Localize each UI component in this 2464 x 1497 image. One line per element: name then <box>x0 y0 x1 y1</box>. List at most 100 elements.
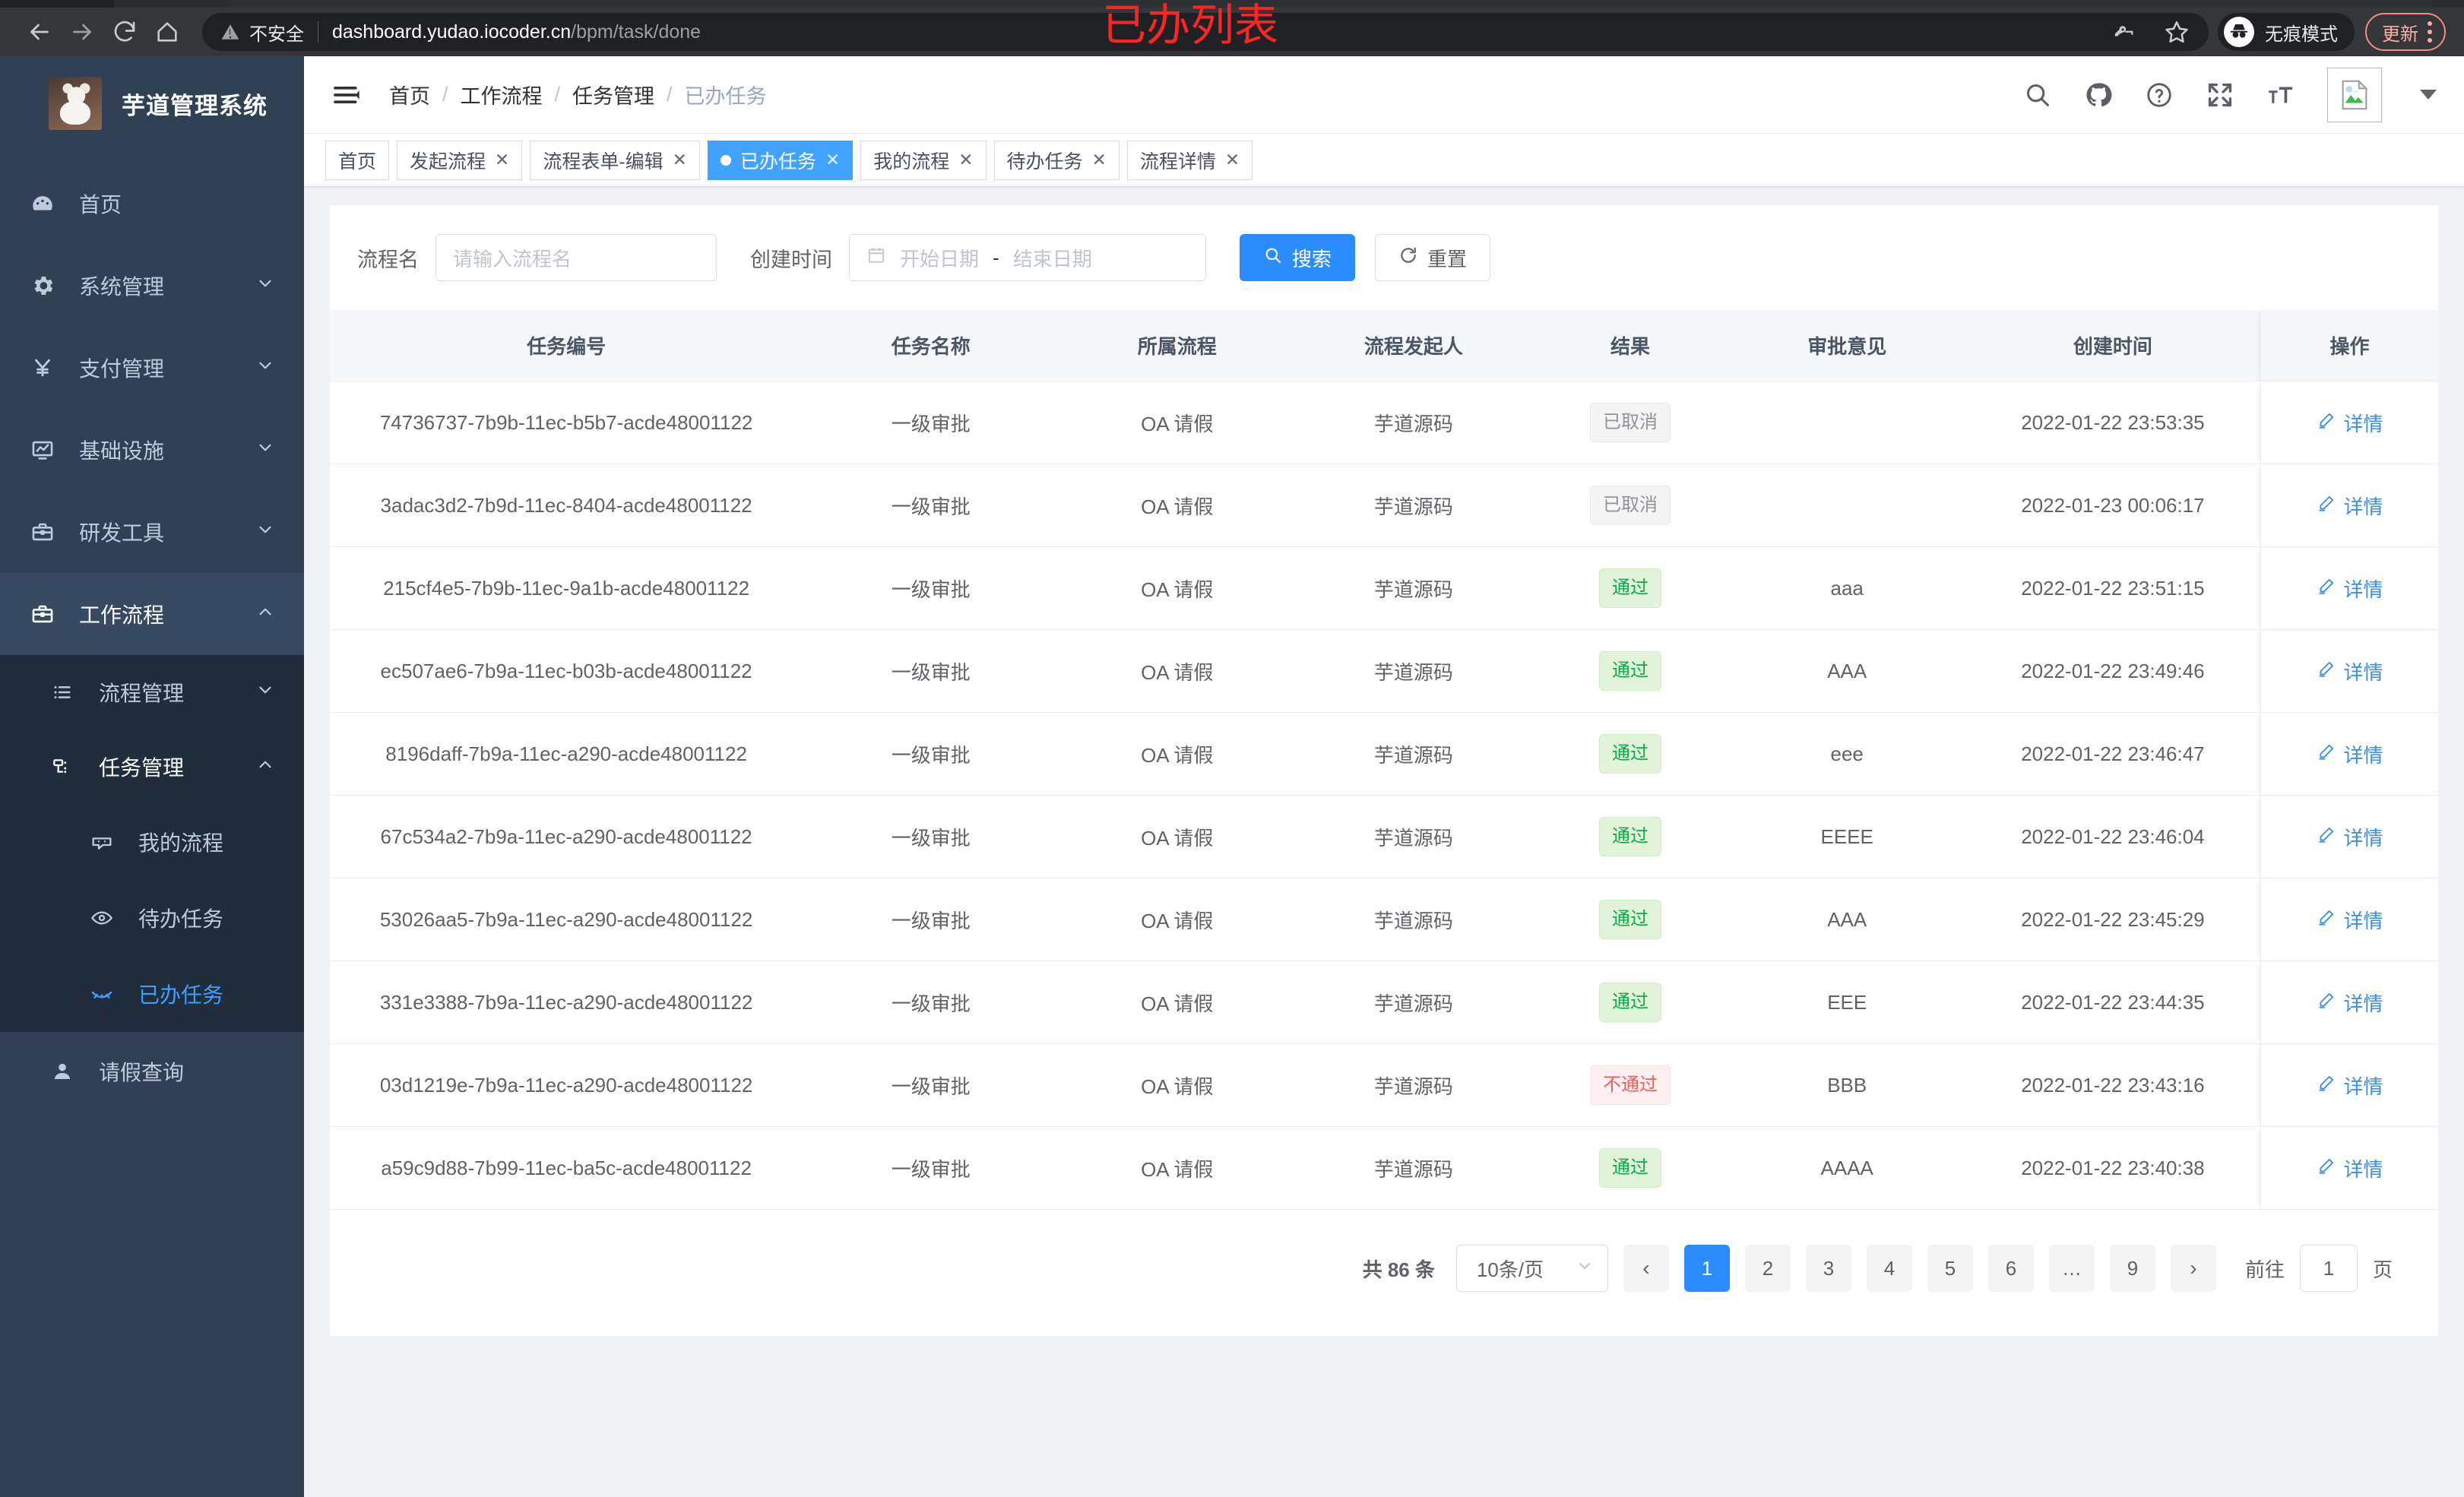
close-icon[interactable]: ✕ <box>1224 150 1240 169</box>
sidebar-item-payment[interactable]: 支付管理 <box>0 327 304 409</box>
detail-link[interactable]: 详情 <box>2317 409 2383 437</box>
detail-link[interactable]: 详情 <box>2317 823 2383 851</box>
detail-link-label: 详情 <box>2343 660 2383 684</box>
cell-task-name: 一级审批 <box>803 878 1059 961</box>
breadcrumb-item-1[interactable]: 首页 <box>389 85 430 108</box>
key-icon[interactable] <box>2111 19 2137 45</box>
search-icon[interactable] <box>2023 81 2052 109</box>
detail-link[interactable]: 详情 <box>2317 492 2383 520</box>
cell-opinion: AAA <box>1728 878 1965 961</box>
chevron-down-icon[interactable] <box>2420 90 2437 100</box>
sidebar-item-task-management[interactable]: 任务管理 <box>0 730 304 804</box>
detail-link[interactable]: 详情 <box>2317 1154 2383 1182</box>
sidebar-item-home[interactable]: 首页 <box>0 163 304 245</box>
update-button[interactable]: 更新 <box>2365 13 2446 51</box>
detail-link[interactable]: 详情 <box>2317 906 2383 934</box>
bookmark-star-icon[interactable] <box>2163 18 2190 46</box>
table-row[interactable]: a59c9d88-7b99-11ec-ba5c-acde48001122 一级审批… <box>330 1126 2438 1210</box>
page-size-select[interactable]: 10条/页 <box>1455 1245 1608 1292</box>
pagination-page-9[interactable]: 9 <box>2109 1245 2155 1292</box>
search-button[interactable]: 搜索 <box>1240 234 1356 281</box>
table-row[interactable]: 331e3388-7b9a-11ec-a290-acde48001122 一级审批… <box>330 961 2438 1044</box>
reload-icon[interactable] <box>103 11 146 53</box>
cell-create-time: 2022-01-22 23:44:35 <box>1965 961 2261 1044</box>
browser-tab-strip[interactable] <box>0 0 2464 8</box>
close-icon[interactable]: ✕ <box>825 150 841 169</box>
create-time-range-picker[interactable]: 开始日期 - 结束日期 <box>849 234 1206 281</box>
pagination-page-2[interactable]: 2 <box>1744 1245 1791 1292</box>
sidebar-item-system[interactable]: 系统管理 <box>0 245 304 327</box>
breadcrumb-item-2[interactable]: 工作流程 <box>460 85 543 108</box>
sidebar-item-process-management[interactable]: 流程管理 <box>0 655 304 730</box>
sidebar-item-my-process[interactable]: 我的流程 <box>0 804 304 880</box>
tab-home[interactable]: 首页 <box>325 140 390 180</box>
detail-link[interactable]: 详情 <box>2317 657 2383 685</box>
sidebar-item-todo-task[interactable]: 待办任务 <box>0 880 304 956</box>
table-row[interactable]: 03d1219e-7b9a-11ec-a290-acde48001122 一级审批… <box>330 1043 2438 1127</box>
sidebar-item-devtools[interactable]: 研发工具 <box>0 491 304 573</box>
detail-link-label: 详情 <box>2343 909 2383 932</box>
pencil-edit-icon <box>2317 907 2336 932</box>
close-icon[interactable]: ✕ <box>672 150 687 169</box>
table-row[interactable]: 8196daff-7b9a-11ec-a290-acde48001122 一级审批… <box>330 712 2438 796</box>
status-badge: 通过 <box>1599 817 1662 856</box>
broken-image-avatar[interactable] <box>2327 67 2382 122</box>
column-header-create-time: 创建时间 <box>1965 310 2261 381</box>
cell-process: OA 请假 <box>1059 629 1296 713</box>
sidebar-item-leave-query[interactable]: 请假查询 <box>0 1032 304 1111</box>
fullscreen-icon[interactable] <box>2206 81 2234 109</box>
sidebar-item-workflow[interactable]: 工作流程 <box>0 573 304 655</box>
filter-bar: 流程名 请输入流程名 创建时间 开始日期 - 结束日期 <box>330 205 2438 310</box>
pagination-ellipsis[interactable]: … <box>2048 1245 2095 1292</box>
table-row[interactable]: 53026aa5-7b9a-11ec-a290-acde48001122 一级审批… <box>330 878 2438 961</box>
detail-link[interactable]: 详情 <box>2317 1071 2383 1100</box>
reset-button[interactable]: 重置 <box>1375 234 1491 281</box>
table-row[interactable]: 3adac3d2-7b9d-11ec-8404-acde48001122 一级审批… <box>330 464 2438 547</box>
detail-link[interactable]: 详情 <box>2317 740 2383 768</box>
home-icon[interactable] <box>146 11 188 53</box>
pagination-prev-button[interactable]: ‹ <box>1623 1245 1669 1292</box>
tab-my-process[interactable]: 我的流程 ✕ <box>860 140 987 180</box>
page-size-label: 10条/页 <box>1476 1258 1544 1281</box>
process-name-input[interactable]: 请输入流程名 <box>435 234 717 281</box>
pagination-page-6[interactable]: 6 <box>1987 1245 2034 1292</box>
kebab-menu-icon[interactable] <box>2428 21 2432 43</box>
detail-link[interactable]: 详情 <box>2317 989 2383 1017</box>
pagination-next-button[interactable]: › <box>2170 1245 2216 1292</box>
tab-done-task[interactable]: 已办任务 ✕ <box>707 140 854 180</box>
pencil-edit-icon <box>2317 659 2336 684</box>
table-row[interactable]: 74736737-7b9b-11ec-b5b7-acde48001122 一级审批… <box>330 381 2438 464</box>
forward-arrow-icon[interactable] <box>61 11 103 53</box>
incognito-indicator[interactable]: 无痕模式 <box>2218 13 2355 51</box>
tab-todo-task[interactable]: 待办任务 ✕ <box>993 140 1120 180</box>
detail-link[interactable]: 详情 <box>2317 574 2383 603</box>
sidebar-item-done-task[interactable]: 已办任务 <box>0 956 304 1032</box>
pagination-page-3[interactable]: 3 <box>1805 1245 1851 1292</box>
sidebar-item-label: 工作流程 <box>79 603 165 627</box>
pagination-jump-input[interactable]: 1 <box>2299 1245 2358 1292</box>
help-circle-icon[interactable] <box>2145 81 2174 109</box>
breadcrumb-item-3[interactable]: 任务管理 <box>572 85 655 108</box>
table-row[interactable]: ec507ae6-7b9a-11ec-b03b-acde48001122 一级审批… <box>330 629 2438 713</box>
hamburger-icon[interactable] <box>327 75 366 115</box>
close-icon[interactable]: ✕ <box>958 150 974 169</box>
pagination-page-1[interactable]: 1 <box>1683 1245 1730 1292</box>
tab-process-form-edit[interactable]: 流程表单-编辑 ✕ <box>530 140 700 180</box>
table-row[interactable]: 67c534a2-7b9a-11ec-a290-acde48001122 一级审批… <box>330 795 2438 878</box>
back-arrow-icon[interactable] <box>18 11 61 53</box>
close-icon[interactable]: ✕ <box>1091 150 1107 169</box>
github-icon[interactable] <box>2084 81 2113 109</box>
table-row[interactable]: 215cf4e5-7b9b-11ec-9a1b-acde48001122 一级审批… <box>330 546 2438 630</box>
brand[interactable]: 芋道管理系统 <box>0 56 304 150</box>
font-size-icon[interactable] <box>2266 81 2295 109</box>
tab-start-process[interactable]: 发起流程 ✕ <box>397 140 523 180</box>
pagination-page-5[interactable]: 5 <box>1927 1245 1973 1292</box>
pagination-page-4[interactable]: 4 <box>1866 1245 1912 1292</box>
date-range-separator: - <box>993 245 999 269</box>
sidebar-item-infrastructure[interactable]: 基础设施 <box>0 409 304 491</box>
cell-create-time: 2022-01-22 23:45:29 <box>1965 878 2261 961</box>
address-bar[interactable]: 不安全 dashboard.yudao.iocoder.cn/bpm/task/… <box>202 13 2209 51</box>
table-body: 74736737-7b9b-11ec-b5b7-acde48001122 一级审批… <box>330 381 2438 1210</box>
close-icon[interactable]: ✕ <box>495 150 510 169</box>
tab-process-detail[interactable]: 流程详情 ✕ <box>1126 140 1253 180</box>
